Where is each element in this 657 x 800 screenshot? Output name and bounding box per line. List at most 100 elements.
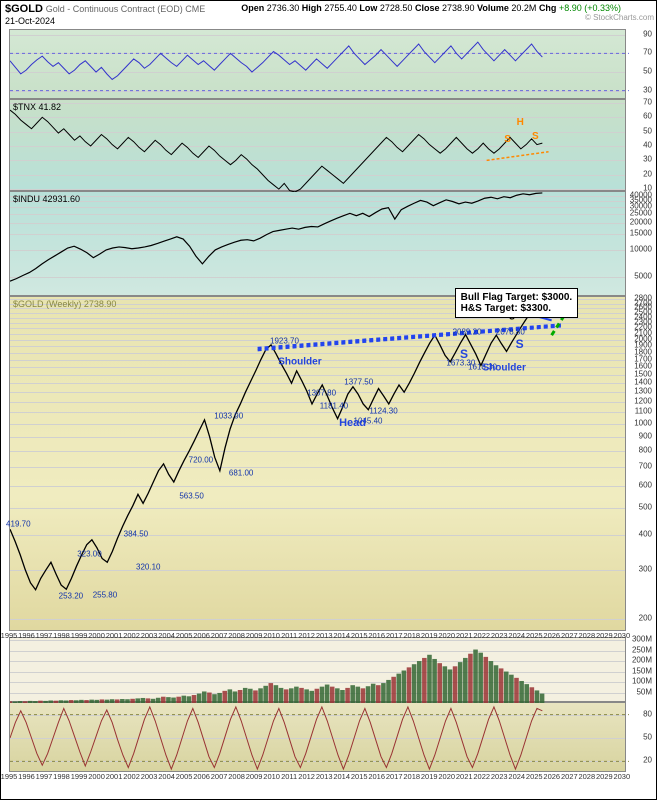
xtick: 2004 [158, 772, 175, 781]
ytick: 2800 [634, 294, 652, 303]
gold-ann-shoulder2: Shoulder [483, 362, 526, 373]
ytick: 30 [643, 85, 652, 94]
xtick: 2021 [456, 772, 473, 781]
watermark: © StockCharts.com [585, 13, 654, 22]
xtick: 2000 [88, 772, 105, 781]
ytick: 70 [643, 48, 652, 57]
xtick: 2008 [228, 772, 245, 781]
price-label: 2089.20 [453, 327, 482, 336]
xtick: 2006 [193, 772, 210, 781]
price-label: 1307.80 [307, 389, 336, 398]
ytick: 5000 [634, 272, 652, 281]
gold-ann-s1: S [460, 347, 468, 361]
ytick: 1500 [634, 369, 652, 378]
panel-osc [9, 702, 626, 772]
gold-ann-shoulder1: Shoulder [278, 357, 321, 368]
xtick: 2019 [421, 772, 438, 781]
price-label: 255.80 [93, 590, 117, 599]
ytick: 40000 [630, 190, 652, 199]
xtick: 2001 [106, 772, 123, 781]
xtick: 2014 [333, 772, 350, 781]
xtick: 1998 [53, 772, 70, 781]
ytick: 300M [632, 635, 652, 644]
symbol: $GOLD [5, 3, 43, 15]
ytick: 900 [639, 431, 652, 440]
ytick: 40 [643, 141, 652, 150]
ohlc-bar: Open 2736.30 High 2755.40 Low 2728.50 Cl… [241, 3, 621, 13]
ytick: 250M [632, 645, 652, 654]
xtick: 2016 [368, 772, 385, 781]
xtick: 2007 [211, 772, 228, 781]
price-label: 1923.70 [270, 336, 299, 345]
ytick: 10000 [630, 244, 652, 253]
price-label: 419.70 [6, 519, 30, 528]
ytick: 20 [643, 756, 652, 765]
ytick: 150M [632, 666, 652, 675]
ytick: 30 [643, 155, 652, 164]
panel-label-tnx: $TNX 41.82 [13, 102, 61, 112]
ytick: 1200 [634, 396, 652, 405]
ytick: 70 [643, 97, 652, 106]
panel-volume [9, 637, 626, 702]
ytick: 1100 [635, 407, 652, 416]
price-label: 323.00 [77, 549, 101, 558]
ytick: 200M [632, 656, 652, 665]
chart-container: $GOLD Gold - Continuous Contract (EOD) C… [0, 0, 657, 800]
ytick: 15000 [630, 229, 652, 238]
price-label: 1033.90 [214, 411, 243, 420]
price-label: 1124.30 [369, 407, 397, 416]
panel-rsi [9, 29, 626, 99]
ytick: 90 [643, 29, 652, 38]
ytick: 1000 [634, 419, 652, 428]
chg-value: +8.90 (+0.33%) [559, 3, 621, 13]
xtick: 2010 [263, 772, 280, 781]
ytick: 300 [639, 565, 652, 574]
panel-indu: $INDU 42931.60 [9, 191, 626, 296]
price-label: 681.00 [229, 469, 253, 478]
gold-ann-s2: S [516, 337, 524, 351]
panel-tnx: $TNX 41.82 [9, 99, 626, 191]
xtick: 2028 [578, 772, 595, 781]
xtick: 2002 [123, 772, 140, 781]
ytick: 800 [639, 446, 652, 455]
ytick: 100M [632, 677, 652, 686]
chart-header: $GOLD Gold - Continuous Contract (EOD) C… [5, 3, 205, 26]
xtick: 2027 [561, 772, 578, 781]
xtick: 2013 [316, 772, 333, 781]
ytick: 500 [639, 503, 652, 512]
xtick: 2018 [403, 772, 420, 781]
date: 21-Oct-2024 [5, 16, 205, 26]
price-label: 2078.80 [496, 328, 525, 337]
xtick: 2009 [246, 772, 263, 781]
tnx-hs-S2: S [532, 131, 539, 142]
panel-label-indu: $INDU 42931.60 [13, 194, 80, 204]
ytick: 1300 [634, 387, 652, 396]
panel-gold: $GOLD (Weekly) 2738.90 [9, 296, 626, 631]
xtick: 2012 [298, 772, 315, 781]
ytick: 50 [643, 733, 652, 742]
xtick: 2003 [141, 772, 158, 781]
xtick: 2026 [543, 772, 560, 781]
xtick: 2023 [491, 772, 508, 781]
price-label: 320.10 [136, 563, 160, 572]
desc: Gold - Continuous Contract (EOD) CME [46, 4, 206, 14]
ytick: 50M [636, 687, 652, 696]
price-label: 1181.40 [320, 402, 348, 411]
ytick: 200 [639, 614, 652, 623]
ytick: 1400 [634, 378, 652, 387]
xtick: 1995 [1, 772, 18, 781]
price-label: 720.00 [189, 455, 213, 464]
price-label: 1377.50 [344, 378, 373, 387]
ytick: 50 [643, 126, 652, 135]
tnx-hs-H: H [517, 117, 524, 128]
ytick: 400 [639, 530, 652, 539]
ytick: 20 [643, 169, 652, 178]
xtick: 1996 [18, 772, 35, 781]
target-callout: Bull Flag Target: $3000.H&S Target: $330… [455, 288, 579, 318]
ytick: 60 [643, 112, 652, 121]
xtick: 2017 [386, 772, 403, 781]
xtick: 2011 [281, 772, 297, 781]
ytick: 700 [639, 462, 652, 471]
xtick: 2029 [596, 772, 613, 781]
tnx-hs-S1: S [504, 134, 511, 145]
